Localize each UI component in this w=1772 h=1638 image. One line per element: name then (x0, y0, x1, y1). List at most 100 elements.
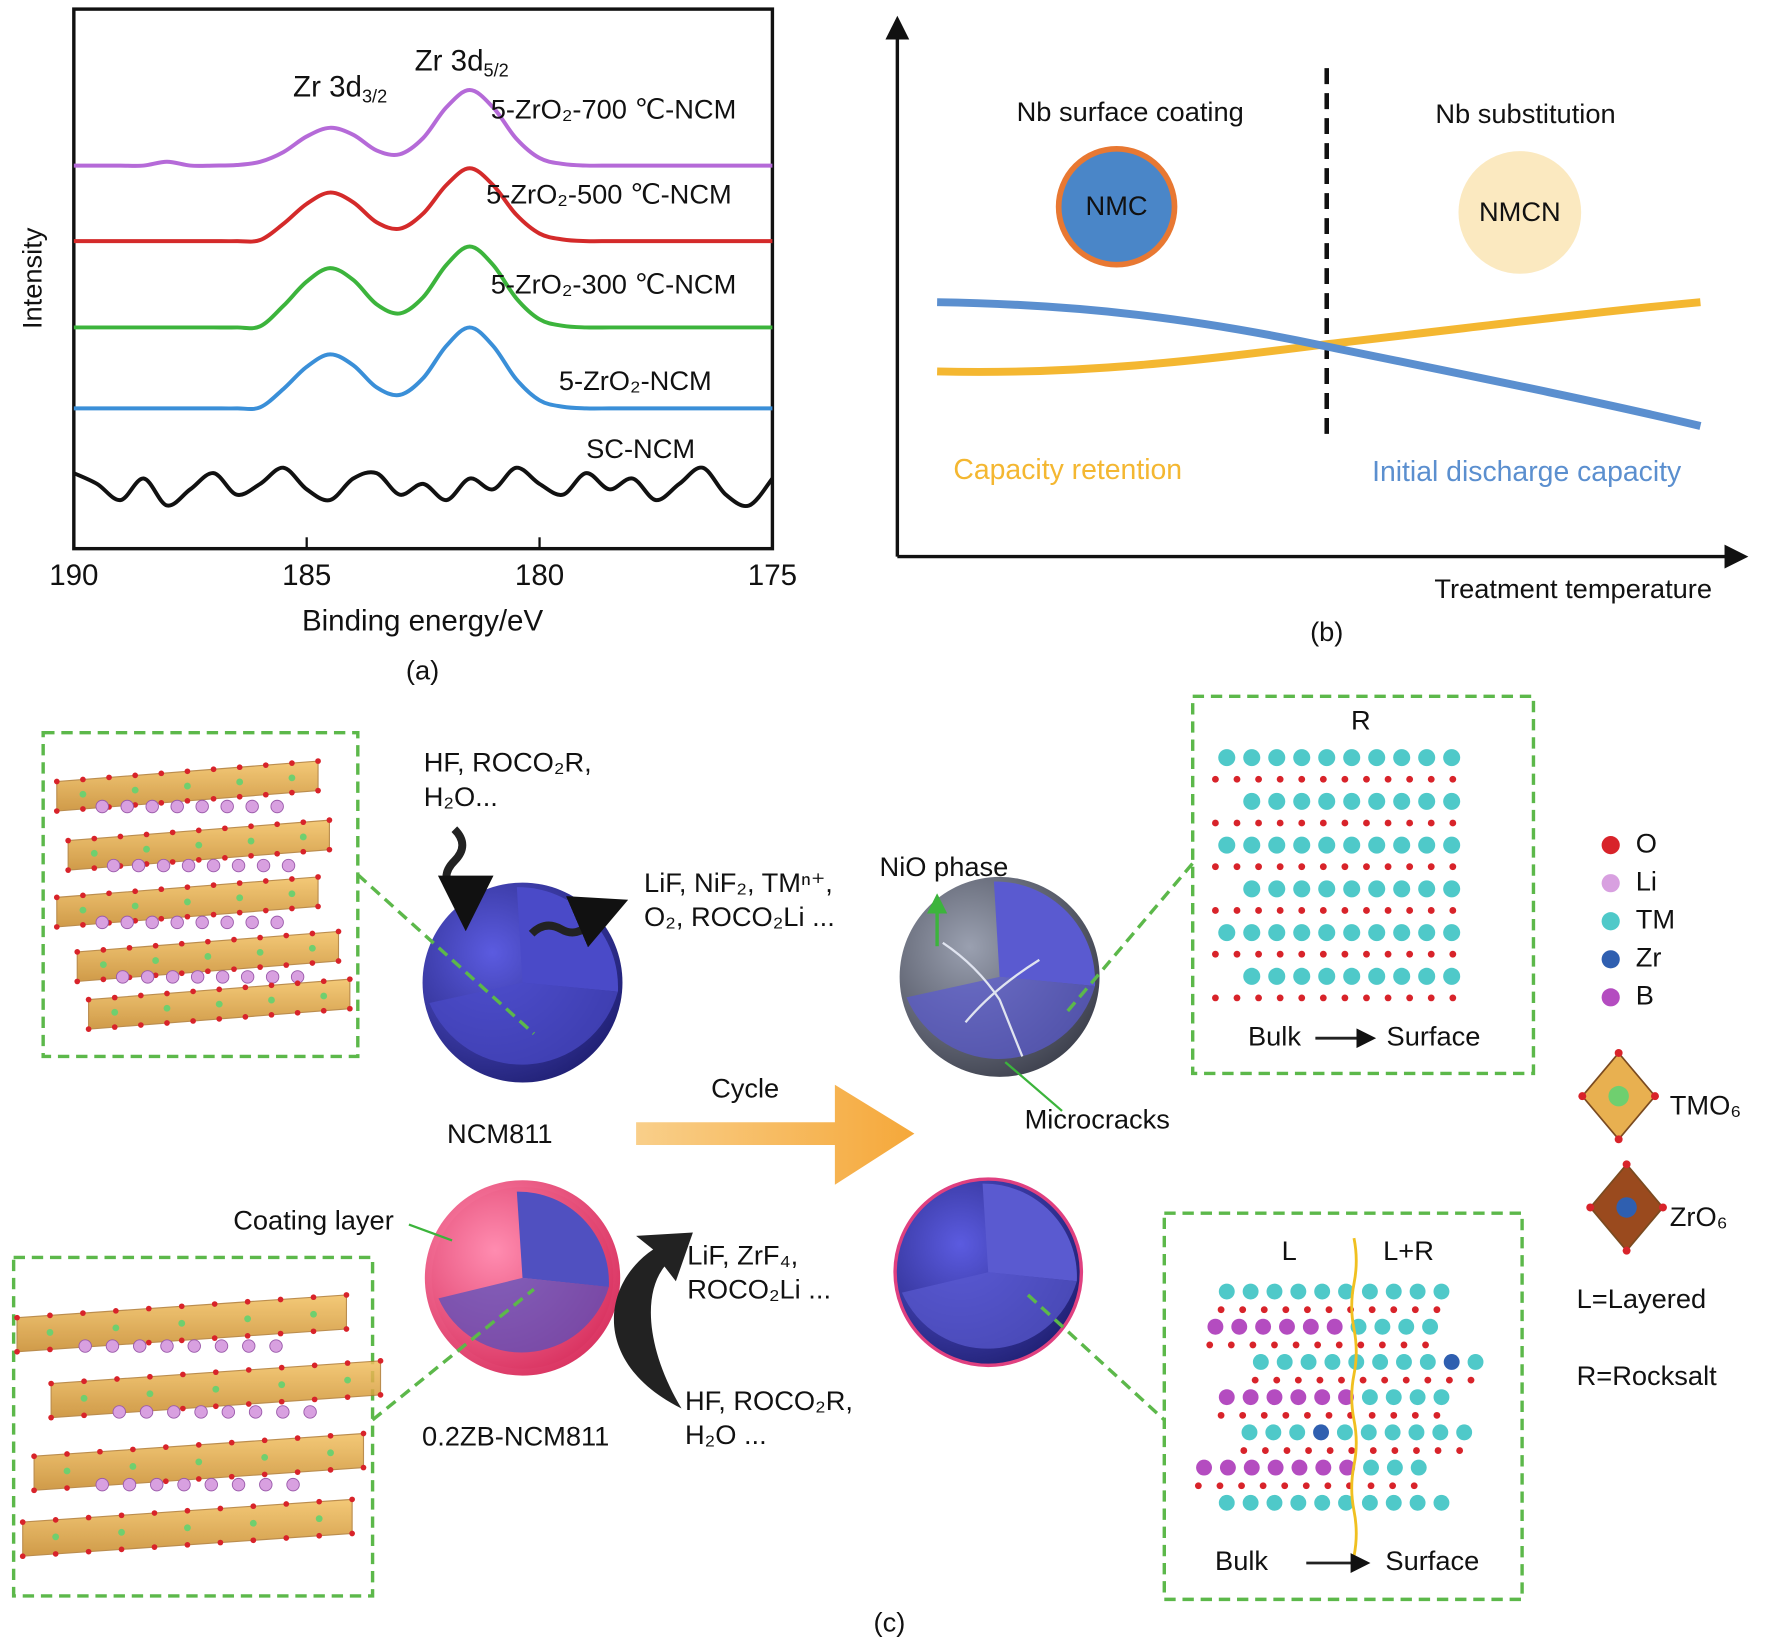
li-atom (204, 1477, 218, 1492)
oxygen-atom (178, 970, 185, 977)
tm-atom (79, 790, 87, 798)
oxygen-atom (1433, 1306, 1441, 1314)
tm-atom (1243, 792, 1261, 810)
oxygen-atom (19, 1519, 26, 1525)
tm-atom (261, 1453, 269, 1461)
tm-atom (1268, 880, 1286, 898)
tm-atom (163, 1004, 171, 1012)
lattice-atom (1196, 1459, 1213, 1476)
lattice-atom (1231, 1318, 1248, 1335)
oxygen-atom (311, 1362, 318, 1369)
li-atom (120, 915, 134, 930)
oxygen-atom (1216, 1482, 1224, 1490)
lattice-atom (1433, 1283, 1450, 1300)
li-atom (245, 799, 259, 814)
oxygen-atom (1368, 1411, 1376, 1419)
lattice-atom (1396, 1354, 1412, 1370)
tm-atom (1418, 749, 1436, 767)
label: Coating layer (233, 1204, 394, 1235)
tm-atom (1418, 880, 1436, 898)
label: LiF, ZrF₄, (687, 1240, 798, 1271)
li-atom (286, 1477, 300, 1492)
lattice-atom (1266, 1494, 1283, 1511)
tm-atom (1368, 749, 1386, 767)
oxygen-atom (210, 911, 217, 918)
lattice-atom (1265, 1424, 1282, 1441)
spectrum-line (73, 166, 773, 244)
oxygen-atom (31, 1453, 37, 1460)
lattice-atom (1314, 1389, 1331, 1406)
particle (1055, 145, 1178, 268)
oxygen-atom (143, 831, 150, 838)
tm-atom (1343, 792, 1361, 810)
lattice-atom (1372, 1354, 1389, 1370)
label: H₂O ... (685, 1419, 767, 1450)
oxygen-atom (262, 791, 269, 798)
li-atom (187, 1339, 201, 1353)
oxygen-atom (278, 1398, 285, 1405)
oxygen-atom (81, 1378, 87, 1385)
tm-atom (1368, 792, 1386, 810)
oxygen-atom (283, 1535, 290, 1541)
plot-frame (72, 7, 775, 551)
series-label: 5-ZrO₂-700 ℃-NCM (491, 94, 737, 125)
oxygen-atom (195, 857, 202, 863)
li-atom (220, 915, 234, 930)
tm-atom (1393, 924, 1411, 942)
panel-caption: (a) (406, 655, 439, 686)
oxygen-atom (1282, 1306, 1290, 1314)
lattice-atom (1338, 1283, 1354, 1300)
tm-atom (1318, 967, 1336, 985)
central-atom (1608, 1085, 1629, 1107)
oxygen-atom (1255, 950, 1262, 958)
tm-atom (1343, 836, 1361, 854)
tm-atom (1293, 749, 1311, 767)
tm-atom (195, 1458, 203, 1466)
oxygen-atom (1411, 1306, 1419, 1314)
oxygen-atom (1363, 907, 1370, 914)
oxygen-atom (1341, 775, 1349, 783)
legend-label: TM (1636, 903, 1675, 934)
oxygen-atom (1319, 775, 1327, 783)
oxygen-atom (300, 848, 307, 855)
oxygen-atom (289, 760, 295, 766)
oxygen-atom (184, 797, 191, 804)
tm-atom (131, 786, 139, 794)
oxygen-atom (1467, 1376, 1475, 1384)
oxygen-atom (1369, 1447, 1377, 1454)
cut-face (906, 976, 1096, 1059)
oxygen-atom (1319, 994, 1327, 1002)
oxygen-atom (1212, 819, 1219, 827)
li-atom (156, 858, 171, 873)
oxygen-atom (1384, 907, 1392, 914)
oxygen-atom (1622, 1246, 1631, 1255)
li-atom (133, 1339, 147, 1353)
label: 0.2ZB-NCM811 (422, 1420, 609, 1451)
oxygen-atom (335, 958, 342, 964)
peak-name: Zr 3d (293, 70, 362, 103)
dashed-box (1162, 1211, 1524, 1602)
lattice-atom (1218, 1494, 1235, 1511)
tm-atom (1368, 967, 1386, 985)
label: NMCN (1479, 196, 1561, 227)
label: LiF, NiF₂, TMⁿ⁺, (644, 867, 833, 898)
lattice-atom (1242, 1389, 1259, 1406)
oxygen-atom (1341, 907, 1349, 914)
label: Nb surface coating (1017, 96, 1244, 127)
oxygen-atom (1384, 819, 1392, 827)
oxygen-atom (1363, 775, 1370, 783)
oxygen-atom (1449, 863, 1457, 871)
oxygen-atom (268, 982, 275, 989)
li-atom (145, 915, 159, 930)
tm-atom (46, 1329, 54, 1336)
oxygen-atom (151, 1510, 158, 1516)
oxygen-atom (1233, 863, 1241, 871)
oxygen-atom (97, 1448, 103, 1455)
oxygen-atom (1283, 1447, 1291, 1454)
oxygen-atom (1324, 1482, 1332, 1490)
series-label: 5-ZrO₂-300 ℃-NCM (491, 268, 737, 299)
x-tick-label: 175 (748, 559, 797, 592)
lattice-atom (1385, 1389, 1402, 1406)
tm-atom (1393, 792, 1411, 810)
oxygen-atom (1422, 1341, 1429, 1349)
